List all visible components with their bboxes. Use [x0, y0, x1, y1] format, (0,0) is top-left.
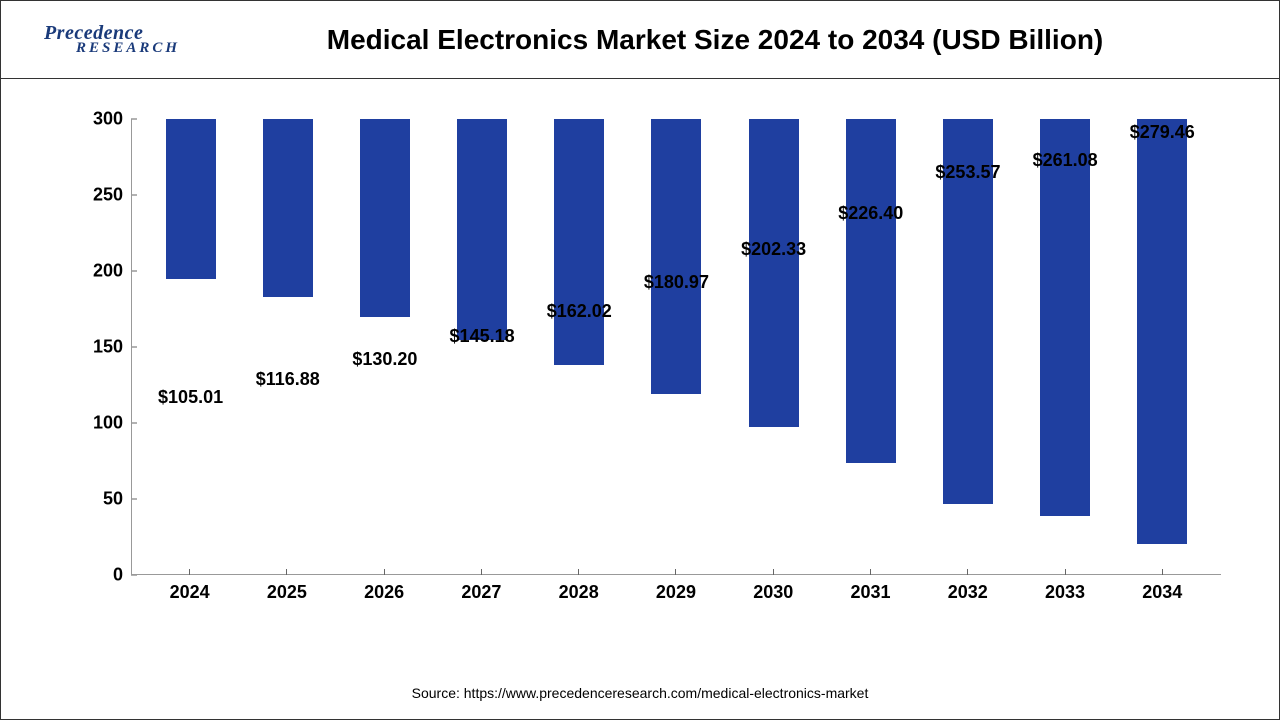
bar-value-label: $253.57	[935, 162, 1000, 183]
bar-slot: $253.57	[924, 119, 1012, 574]
bar	[651, 119, 701, 394]
header: Precedence RESEARCH Medical Electronics …	[1, 1, 1279, 79]
bar-slot: $279.46	[1118, 119, 1206, 574]
bar	[457, 119, 507, 340]
x-tick	[729, 569, 817, 575]
bar	[263, 119, 313, 297]
bar-value-label: $130.20	[352, 349, 417, 370]
bar	[1040, 119, 1090, 516]
x-tick-label: 2034	[1118, 582, 1206, 603]
chart-area: 0 50 100 150 200 250 300 $105.01 $116.88 $130.20…	[1, 79, 1279, 675]
plot-wrapper: 050100150200250300 $105.01$116.88$130.20…	[81, 119, 1221, 599]
logo: Precedence RESEARCH	[44, 23, 180, 56]
bar-value-label: $180.97	[644, 272, 709, 293]
bar-value-label: $202.33	[741, 239, 806, 260]
y-tick-label: 0	[113, 565, 123, 586]
x-tick-mark	[1162, 569, 1163, 575]
x-tick	[437, 569, 525, 575]
y-axis: 050100150200250300	[81, 119, 131, 575]
x-tick	[1118, 569, 1206, 575]
chart-frame: Precedence RESEARCH Medical Electronics …	[0, 0, 1280, 720]
x-tick	[1021, 569, 1109, 575]
x-tick-label: 2028	[535, 582, 623, 603]
bar-slot: $202.33	[730, 119, 818, 574]
x-tick	[924, 569, 1012, 575]
bar-slot: $261.08	[1021, 119, 1109, 574]
x-tick-label: 2031	[826, 582, 914, 603]
x-tick-label: 2030	[729, 582, 817, 603]
bar-slot: $226.40	[827, 119, 915, 574]
bar-value-label: $105.01	[158, 387, 223, 408]
x-tick	[340, 569, 428, 575]
x-tick-row	[131, 569, 1221, 575]
y-tick-label: 250	[93, 185, 123, 206]
bar	[360, 119, 410, 317]
x-tick-mark	[189, 569, 190, 575]
y-tick-label: 100	[93, 413, 123, 434]
x-tick	[632, 569, 720, 575]
x-tick	[146, 569, 234, 575]
bar-value-label: $226.40	[838, 203, 903, 224]
x-tick-mark	[481, 569, 482, 575]
x-tick-mark	[384, 569, 385, 575]
bar-value-label: $116.88	[256, 369, 320, 390]
x-axis-labels: 2024 2025 2026 2027 2028 2029 2030 2031 2032 2033…	[131, 582, 1221, 603]
x-tick-label: 2024	[146, 582, 234, 603]
bar	[846, 119, 896, 463]
logo-cell: Precedence RESEARCH	[1, 1, 211, 78]
y-tick-label: 50	[103, 489, 123, 510]
bar-slot: $145.18	[438, 119, 526, 574]
chart-title: Medical Electronics Market Size 2024 to …	[211, 24, 1279, 56]
bar-slot: $105.01	[147, 119, 235, 574]
x-tick-label: 2029	[632, 582, 720, 603]
x-tick-mark	[870, 569, 871, 575]
bar	[1137, 119, 1187, 544]
bar	[166, 119, 216, 279]
x-tick-mark	[675, 569, 676, 575]
x-tick-mark	[773, 569, 774, 575]
x-tick-mark	[578, 569, 579, 575]
x-tick	[826, 569, 914, 575]
bar-slot: $180.97	[632, 119, 720, 574]
bar-value-label: $162.02	[547, 301, 612, 322]
y-tick-label: 200	[93, 261, 123, 282]
bars-row: $105.01 $116.88 $130.20 $145.18 $162.02 $180.…	[132, 119, 1221, 574]
bar	[749, 119, 799, 427]
bar-slot: $130.20	[341, 119, 429, 574]
x-tick-mark	[967, 569, 968, 575]
y-tick-label: 300	[93, 109, 123, 130]
bar-value-label: $145.18	[450, 326, 515, 347]
x-tick-label: 2026	[340, 582, 428, 603]
logo-line2: RESEARCH	[76, 41, 180, 56]
plot: $105.01 $116.88 $130.20 $145.18 $162.02 $180.…	[131, 119, 1221, 575]
bar-slot: $116.88	[244, 119, 332, 574]
bar-value-label: $261.08	[1033, 150, 1098, 171]
x-tick-label: 2027	[437, 582, 525, 603]
bar	[554, 119, 604, 365]
source-text: Source: https://www.precedenceresearch.c…	[1, 675, 1279, 719]
x-tick	[535, 569, 623, 575]
x-tick	[243, 569, 331, 575]
x-tick-mark	[1065, 569, 1066, 575]
bar-value-label: $279.46	[1130, 122, 1195, 143]
x-tick-mark	[286, 569, 287, 575]
x-tick-label: 2032	[924, 582, 1012, 603]
x-tick-label: 2033	[1021, 582, 1109, 603]
x-tick-label: 2025	[243, 582, 331, 603]
bar-slot: $162.02	[535, 119, 623, 574]
y-tick-label: 150	[93, 337, 123, 358]
